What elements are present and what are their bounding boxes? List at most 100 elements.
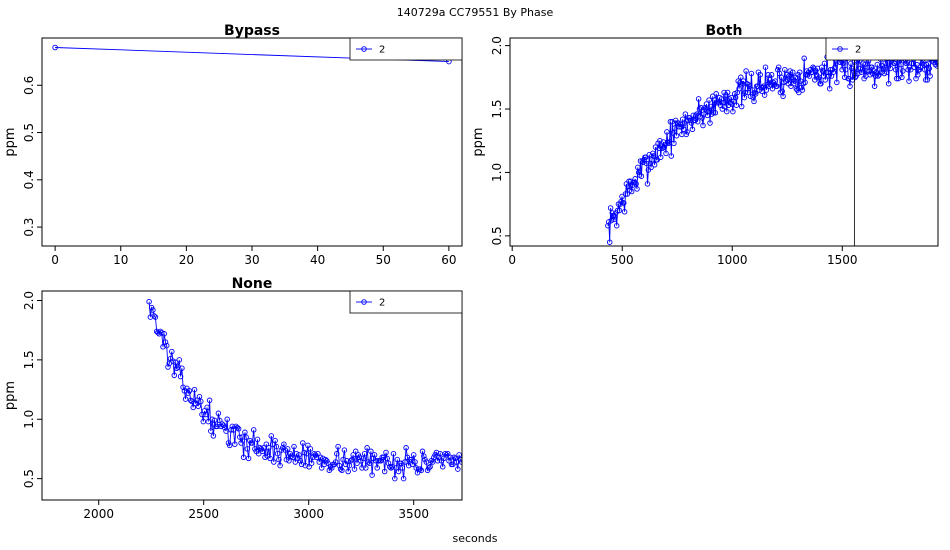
data-point (753, 91, 759, 97)
data-point (832, 64, 838, 70)
data-point (765, 72, 771, 78)
data-point (910, 60, 917, 67)
data-point (870, 68, 877, 74)
data-point (369, 472, 375, 478)
data-point (657, 137, 663, 144)
figure-x-axis-label: seconds (453, 532, 498, 545)
data-point (291, 443, 297, 450)
data-point (383, 449, 389, 456)
y-tick-label: 1.0 (490, 163, 504, 182)
data-point (779, 88, 785, 95)
y-axis: 0.3 0.4 0.5 0.6 (22, 76, 42, 237)
data-point (180, 384, 186, 390)
data-point (907, 66, 914, 73)
figure-supertitle: 140729a CC79551 By Phase (397, 6, 554, 19)
data-point (392, 475, 398, 482)
x-tick-label: 0 (51, 253, 59, 267)
y-axis-label: ppm (3, 381, 18, 410)
data-point (667, 118, 674, 125)
data-point (609, 210, 616, 216)
y-tick-label: 1.0 (22, 410, 36, 429)
data-point (742, 89, 748, 96)
data-point (733, 102, 740, 108)
data-point (747, 93, 754, 100)
data-point (855, 70, 861, 77)
data-point (402, 459, 408, 465)
data-point (342, 461, 349, 468)
data-point (427, 464, 433, 470)
y-axis-label: ppm (3, 127, 18, 156)
data-point (363, 465, 369, 471)
x-tick-label: 40 (310, 253, 325, 267)
data-point (606, 219, 612, 225)
y-axis: 0.5 1.0 1.5 2.0 (22, 291, 42, 488)
data-point (224, 416, 230, 423)
data-point (741, 94, 748, 101)
data-point (336, 462, 343, 469)
data-point (239, 434, 246, 440)
data-point (393, 465, 399, 471)
data-point (361, 450, 368, 457)
x-tick-label: 1500 (827, 253, 858, 267)
data-point (657, 154, 664, 160)
y-tick-label: 2.0 (490, 36, 504, 55)
x-tick-label: 1000 (717, 253, 748, 267)
data-point (182, 396, 189, 402)
data-point (743, 68, 749, 74)
data-point (311, 450, 317, 457)
data-point (174, 365, 180, 371)
data-point (840, 60, 846, 67)
data-point (172, 359, 179, 366)
chart-panel-both: Both ppm 0 500 1000 1500 0.5 1.0 1.5 2.0 2 (471, 23, 939, 267)
data-point (347, 458, 354, 464)
data-point (161, 331, 167, 337)
data-point (635, 169, 642, 176)
data-point (410, 452, 417, 458)
data-point (751, 98, 757, 105)
data-point (417, 466, 423, 472)
data-point (846, 75, 852, 82)
x-tick-label: 10 (113, 253, 128, 267)
data-point (772, 78, 778, 84)
x-axis: 0 10 20 30 40 50 60 (51, 246, 457, 267)
data-point (731, 91, 738, 97)
data-point (858, 69, 865, 75)
data-point (786, 73, 792, 79)
data-point (150, 307, 156, 313)
y-axis: 0.5 1.0 1.5 2.0 (490, 36, 510, 245)
data-point (650, 153, 657, 159)
data-point (916, 66, 923, 73)
data-point (350, 452, 356, 458)
data-point (748, 70, 755, 77)
y-axis-label: ppm (471, 127, 486, 156)
data-point (656, 145, 662, 152)
data-point (157, 328, 164, 335)
data-point (341, 447, 348, 453)
data-point (354, 460, 360, 466)
data-point (450, 461, 456, 468)
data-point (365, 459, 372, 465)
data-point (924, 77, 931, 83)
data-point (317, 454, 324, 461)
data-point (690, 112, 697, 119)
data-point (895, 75, 902, 82)
data-point (651, 162, 658, 168)
data-point (826, 73, 832, 79)
data-point (418, 467, 425, 474)
data-point (632, 176, 638, 182)
data-point (670, 130, 676, 136)
data-point (862, 61, 868, 68)
data-point (774, 83, 780, 89)
data-point (839, 66, 845, 73)
data-point (351, 466, 358, 472)
data-point (339, 467, 345, 474)
data-point (665, 139, 671, 145)
chart-title: Bypass (224, 23, 280, 39)
data-point (292, 459, 299, 465)
y-tick-label: 0.3 (22, 218, 36, 237)
data-point (289, 454, 296, 461)
legend: 2 (349, 290, 463, 314)
data-point (240, 454, 247, 461)
legend-box (349, 290, 463, 314)
